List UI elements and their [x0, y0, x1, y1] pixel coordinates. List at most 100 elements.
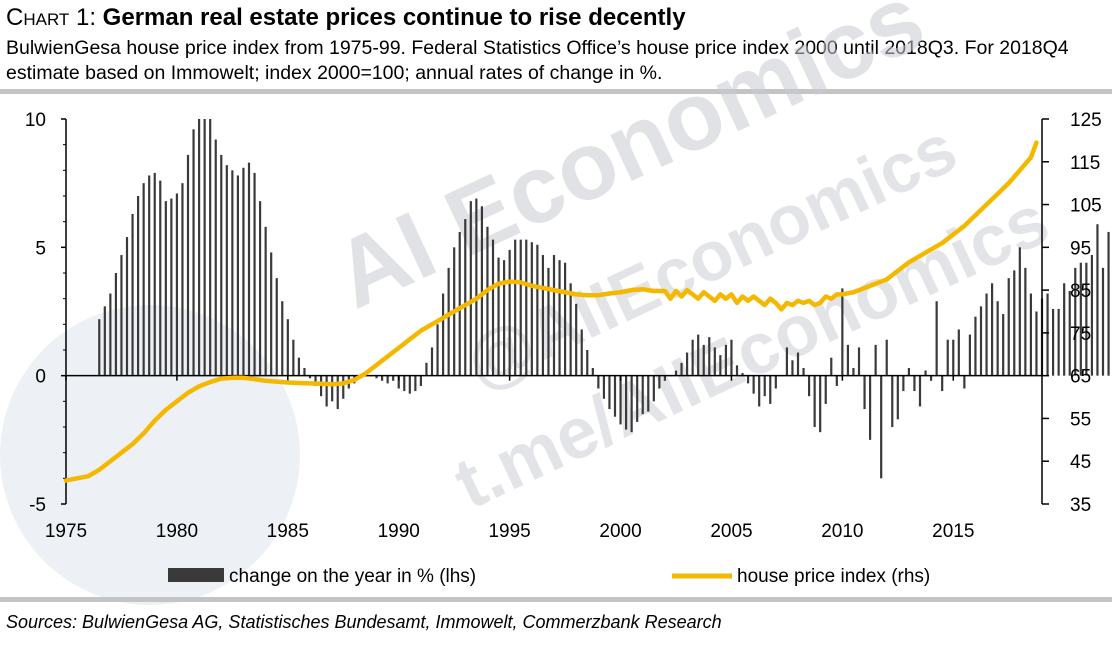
- right-axis-tick-label: 75: [1070, 324, 1091, 345]
- bar-series: [98, 119, 1110, 479]
- bar: [1051, 308, 1055, 376]
- bar: [891, 375, 894, 427]
- bar: [209, 119, 212, 376]
- bar: [713, 347, 716, 376]
- bar: [807, 375, 811, 397]
- bar: [292, 339, 295, 376]
- bar: [874, 344, 877, 376]
- bar: [647, 375, 650, 412]
- bar: [724, 344, 728, 376]
- bar: [819, 375, 822, 433]
- bar: [957, 329, 960, 376]
- bar: [680, 362, 683, 376]
- bar: [952, 339, 955, 376]
- bar: [652, 375, 655, 402]
- bar: [458, 231, 461, 376]
- bar: [153, 172, 156, 376]
- bar: [336, 375, 339, 410]
- right-axis-tick-label: 125: [1070, 110, 1102, 131]
- bar: [525, 239, 528, 376]
- bar: [109, 293, 112, 376]
- bar: [896, 375, 899, 420]
- bar: [1079, 262, 1082, 376]
- bar: [924, 370, 927, 376]
- bar: [597, 375, 600, 389]
- bar: [397, 375, 400, 389]
- bar: [663, 375, 667, 381]
- x-axis-tick-label: 2005: [710, 521, 752, 542]
- bar: [469, 201, 472, 376]
- bar: [1046, 293, 1049, 376]
- bar: [491, 239, 495, 376]
- bar: [253, 172, 256, 376]
- bar: [547, 267, 550, 376]
- bar: [769, 375, 772, 404]
- bar: [830, 357, 833, 376]
- bar: [641, 375, 644, 415]
- bar: [935, 301, 938, 376]
- bar: [691, 339, 694, 376]
- bar: [541, 255, 545, 376]
- bar: [1096, 224, 1099, 376]
- bar: [575, 303, 578, 376]
- bar: [857, 347, 861, 376]
- bar: [885, 339, 888, 376]
- bar: [708, 337, 711, 376]
- bar: [103, 306, 106, 376]
- bar: [203, 119, 206, 376]
- bar: [1002, 314, 1005, 376]
- bar: [375, 375, 378, 379]
- bar: [181, 183, 184, 376]
- bar: [569, 283, 572, 376]
- bar: [508, 249, 511, 376]
- bar: [331, 375, 334, 402]
- bar: [475, 198, 478, 376]
- bar: [186, 154, 190, 376]
- bar: [502, 260, 506, 376]
- bar: [918, 375, 922, 407]
- bar: [813, 375, 816, 427]
- bar: [902, 375, 905, 392]
- bar: [403, 375, 406, 392]
- chart-subtitle: BulwienGesa house price index from 1975-…: [6, 37, 1069, 84]
- bar: [214, 139, 217, 376]
- bar: [841, 288, 844, 376]
- right-y-axis: 125 115 105 95 85 75 65 55 45 35: [1041, 110, 1102, 516]
- bar: [1101, 267, 1105, 376]
- bar: [580, 329, 583, 376]
- left-axis-tick-label: 10: [25, 110, 46, 131]
- bar: [536, 244, 539, 376]
- bar: [159, 180, 162, 376]
- bar: [148, 175, 151, 376]
- bar: [386, 375, 389, 384]
- bar: [419, 375, 423, 386]
- bar: [735, 365, 739, 376]
- bar: [608, 375, 611, 410]
- bar: [619, 375, 622, 425]
- bar: [941, 375, 944, 392]
- chart-title-text: German real estate prices continue to ri…: [102, 4, 686, 31]
- bar: [392, 375, 395, 381]
- x-axis-tick-label: 2015: [932, 521, 974, 542]
- x-axis-tick-label: 2000: [599, 521, 641, 542]
- bar: [1063, 283, 1066, 376]
- right-axis-tick-label: 35: [1070, 495, 1091, 516]
- bar: [674, 370, 678, 376]
- bar: [1024, 267, 1027, 376]
- bar: [746, 375, 750, 384]
- bar: [929, 375, 933, 381]
- bar: [236, 175, 240, 376]
- bar: [863, 375, 866, 410]
- bar: [1085, 262, 1088, 376]
- bar: [430, 347, 434, 376]
- bar: [247, 162, 251, 376]
- bar: [741, 373, 744, 376]
- right-axis-tick-label: 115: [1070, 153, 1100, 174]
- x-axis-tick-label: 2010: [821, 521, 863, 542]
- x-axis-tick-label: 1975: [45, 521, 87, 542]
- bar: [98, 319, 101, 376]
- legend-bar-label: change on the year in % (lhs): [229, 566, 476, 587]
- bar: [796, 352, 800, 376]
- bar: [824, 375, 827, 404]
- right-axis-tick-label: 55: [1070, 409, 1091, 430]
